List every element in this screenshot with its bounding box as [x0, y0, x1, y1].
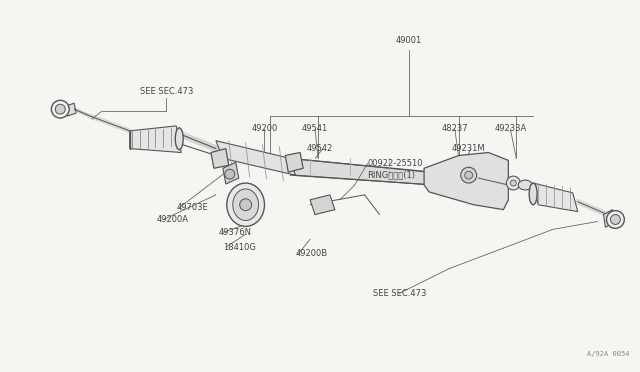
Text: SEE SEC.473: SEE SEC.473	[140, 87, 193, 96]
Circle shape	[506, 176, 520, 190]
Circle shape	[51, 100, 69, 118]
Polygon shape	[223, 162, 239, 184]
Circle shape	[225, 169, 235, 179]
Polygon shape	[291, 158, 434, 185]
Circle shape	[611, 215, 620, 224]
Text: 49542: 49542	[307, 144, 333, 153]
Text: 49200B: 49200B	[295, 250, 327, 259]
Polygon shape	[211, 148, 228, 168]
Text: 49200A: 49200A	[156, 215, 188, 224]
Circle shape	[240, 199, 252, 211]
Ellipse shape	[518, 180, 532, 190]
Polygon shape	[310, 195, 335, 215]
Text: A/92A 0054: A/92A 0054	[587, 352, 629, 357]
Ellipse shape	[227, 183, 264, 227]
Text: RINGリング(1): RINGリング(1)	[367, 171, 415, 180]
Text: 49703E: 49703E	[176, 203, 208, 212]
Circle shape	[461, 167, 477, 183]
Ellipse shape	[175, 128, 183, 150]
Text: 49376N: 49376N	[219, 228, 252, 237]
Polygon shape	[216, 141, 295, 175]
Text: SEE SEC.473: SEE SEC.473	[372, 289, 426, 298]
Text: 49001: 49001	[396, 36, 422, 45]
Circle shape	[465, 171, 473, 179]
Circle shape	[510, 180, 516, 186]
Text: 48237: 48237	[442, 124, 468, 134]
Polygon shape	[533, 183, 578, 212]
Ellipse shape	[529, 183, 537, 205]
Polygon shape	[130, 126, 181, 153]
Circle shape	[55, 104, 65, 114]
Text: 00922-25510: 00922-25510	[367, 159, 423, 168]
Ellipse shape	[233, 189, 259, 221]
Polygon shape	[65, 103, 76, 116]
Polygon shape	[285, 153, 303, 172]
Text: 49200: 49200	[252, 124, 278, 134]
Text: 18410G: 18410G	[223, 243, 256, 251]
Polygon shape	[604, 210, 614, 227]
Circle shape	[607, 211, 625, 228]
Text: 49233A: 49233A	[494, 124, 527, 134]
Text: 49541: 49541	[302, 124, 328, 134]
Text: 49231M: 49231M	[452, 144, 486, 153]
Polygon shape	[424, 153, 508, 210]
